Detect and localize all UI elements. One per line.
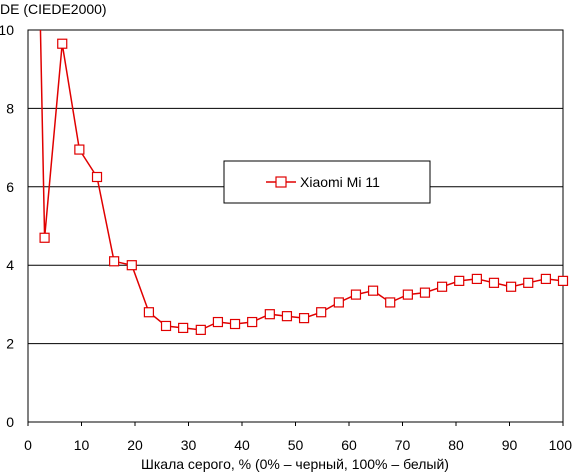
x-tick-label: 70 — [395, 437, 411, 453]
data-point — [471, 273, 482, 285]
data-point — [39, 232, 50, 243]
data-point — [195, 324, 206, 335]
data-point — [178, 322, 189, 334]
x-tick-label: 40 — [234, 437, 250, 453]
x-tick-label: 20 — [127, 437, 143, 453]
data-point — [454, 275, 465, 286]
y-tick-label: 2 — [6, 336, 14, 352]
y-tick-label: 8 — [6, 100, 14, 116]
legend-box — [223, 160, 431, 204]
x-tick-label: 30 — [181, 437, 197, 453]
x-tick-label: 90 — [502, 437, 518, 453]
data-point — [419, 287, 431, 298]
x-tick-label: 50 — [288, 437, 304, 453]
y-tick-label: 0 — [6, 414, 14, 430]
legend-label: Xiaomi Mi 11 — [300, 174, 380, 190]
data-point — [385, 297, 396, 308]
data-point — [74, 144, 85, 155]
data-point — [298, 313, 310, 324]
data-point — [57, 38, 68, 49]
data-point — [212, 316, 224, 328]
data-point — [540, 273, 551, 285]
data-point — [109, 256, 120, 267]
data-point — [350, 289, 362, 300]
markers-group — [39, 38, 569, 335]
data-point — [229, 318, 241, 330]
data-point — [523, 277, 534, 288]
legend: Xiaomi Mi 11 — [223, 160, 431, 204]
y-tick-label: 4 — [6, 257, 14, 273]
data-point — [264, 309, 275, 320]
plot-area — [27, 29, 564, 423]
x-axis-title: Шкала серого, % (0% – черный, 100% – бел… — [141, 456, 449, 472]
y-axis-title: DE (CIEDE2000) — [0, 1, 107, 17]
data-point — [436, 281, 448, 292]
data-point — [557, 275, 569, 286]
data-point — [316, 307, 327, 318]
data-point — [126, 260, 137, 271]
data-point — [488, 277, 500, 288]
data-point — [91, 171, 103, 183]
legend-marker — [275, 176, 287, 188]
x-tick-label: 60 — [341, 437, 357, 453]
data-point — [367, 285, 379, 296]
x-tick-label: 10 — [74, 437, 90, 453]
x-tick-label: 100 — [549, 437, 573, 453]
x-tick-label: 80 — [448, 437, 464, 453]
y-tick-label: 6 — [6, 179, 14, 195]
data-point — [160, 320, 172, 332]
data-point — [506, 281, 517, 292]
data-point — [402, 289, 413, 300]
data-point — [143, 307, 155, 318]
data-point — [333, 297, 344, 308]
x-tick-label: 0 — [24, 437, 32, 453]
data-point — [247, 316, 258, 328]
y-tick-label: 10 — [0, 22, 14, 38]
data-point — [281, 311, 293, 322]
